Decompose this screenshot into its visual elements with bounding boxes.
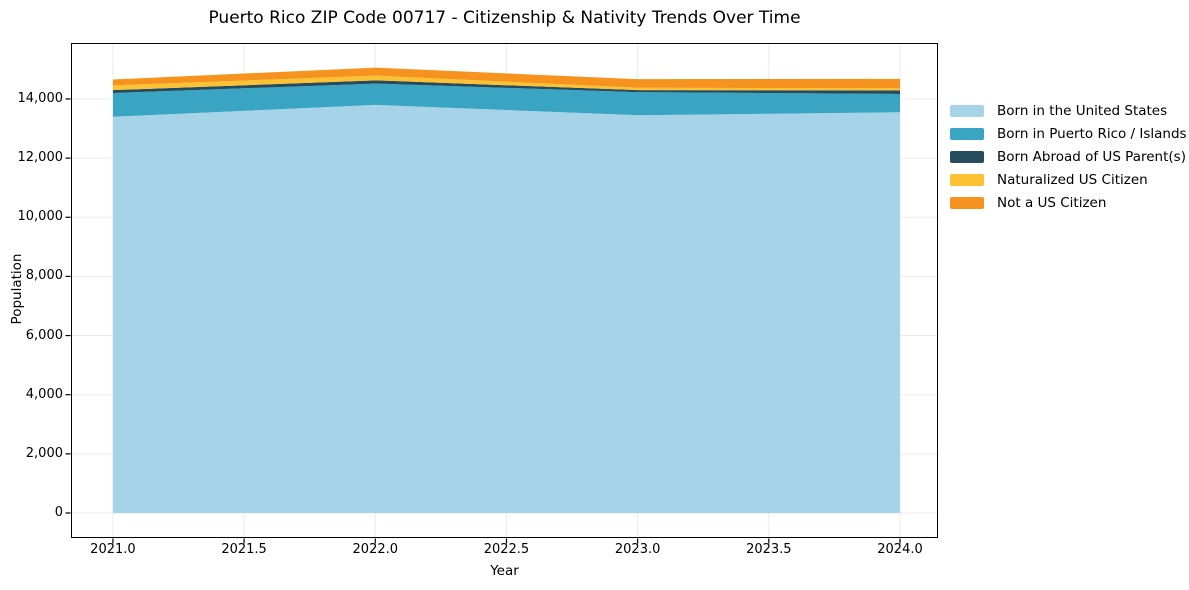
x-tick-label: 2024.0 — [877, 542, 923, 557]
legend-label: Not a US Citizen — [997, 194, 1107, 211]
legend-swatch — [950, 150, 984, 163]
legend-label: Born Abroad of US Parent(s) — [997, 148, 1186, 165]
legend-swatch — [950, 104, 984, 117]
plot-area — [65, 42, 938, 543]
stacked-area-plot — [65, 43, 937, 543]
legend-swatch — [950, 173, 984, 186]
y-tick-label: 14,000 — [17, 90, 64, 106]
x-tick-label: 2021.5 — [221, 542, 267, 557]
x-tick-label: 2021.0 — [90, 542, 136, 557]
y-tick-label: 12,000 — [17, 150, 64, 166]
legend-swatch — [950, 127, 984, 140]
chart-title: Puerto Rico ZIP Code 00717 - Citizenship… — [208, 8, 801, 28]
legend-label: Naturalized US Citizen — [997, 171, 1148, 188]
y-tick-label: 2,000 — [25, 445, 63, 461]
x-tick-label: 2022.0 — [352, 542, 399, 557]
y-tick-label: 10,000 — [17, 209, 64, 225]
legend-label: Born in Puerto Rico / Islands — [997, 125, 1187, 142]
legend-row: Born in the United States — [950, 102, 1187, 119]
legend-swatch — [950, 196, 984, 209]
y-tick-label: 6,000 — [25, 327, 63, 343]
x-tick-label: 2023.5 — [746, 542, 792, 557]
legend-label: Born in the United States — [997, 102, 1168, 119]
legend: Born in the United States Born in Puerto … — [950, 104, 1187, 219]
y-axis-label: Population — [9, 253, 25, 325]
x-axis-label: Year — [490, 563, 519, 579]
area-series — [112, 75, 900, 90]
area-series — [112, 79, 900, 94]
legend-row: Born Abroad of US Parent(s) — [950, 148, 1187, 165]
x-tick-label: 2023.0 — [614, 542, 661, 557]
y-tick-label: 0 — [54, 504, 63, 520]
area-series — [112, 67, 900, 88]
legend-row: Born in Puerto Rico / Islands — [950, 125, 1187, 142]
legend-row: Naturalized US Citizen — [950, 171, 1187, 188]
x-tick-label: 2022.5 — [483, 542, 530, 557]
legend-row: Not a US Citizen — [950, 194, 1187, 211]
area-series — [112, 83, 900, 117]
area-series — [112, 104, 900, 513]
y-tick-label: 4,000 — [25, 386, 63, 402]
y-tick-label: 8,000 — [25, 268, 63, 284]
